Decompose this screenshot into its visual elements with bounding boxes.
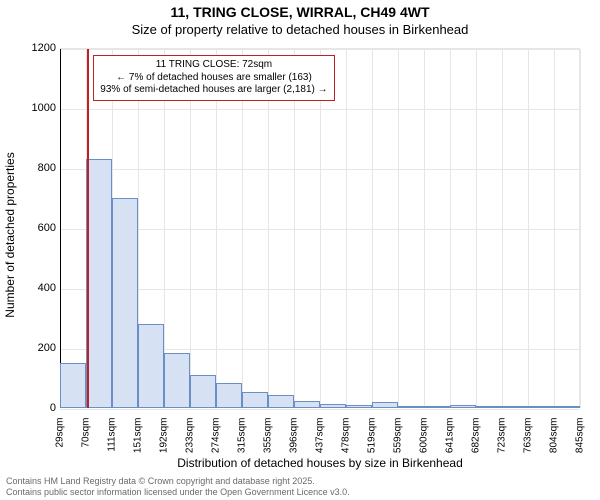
y-tick-label: 1000 — [6, 102, 56, 114]
x-tick-label: 437sqm — [315, 418, 326, 464]
histogram-bar — [138, 324, 164, 408]
x-tick-label: 396sqm — [289, 418, 300, 464]
gridline-v — [398, 49, 399, 408]
histogram-bar — [60, 363, 86, 408]
gridline-v — [268, 49, 269, 408]
histogram-bar — [164, 353, 190, 409]
x-tick-label: 151sqm — [133, 418, 144, 464]
histogram-bar — [528, 406, 554, 408]
gridline-v — [216, 49, 217, 408]
gridline-v — [528, 49, 529, 408]
x-tick-label: 682sqm — [471, 418, 482, 464]
x-tick-label: 478sqm — [341, 418, 352, 464]
x-tick-label: 355sqm — [263, 418, 274, 464]
y-tick-label: 200 — [6, 342, 56, 354]
gridline-v — [502, 49, 503, 408]
histogram-bar — [424, 406, 450, 408]
x-tick-label: 641sqm — [445, 418, 456, 464]
chart-container: 11, TRING CLOSE, WIRRAL, CH49 4WT Size o… — [0, 0, 600, 500]
histogram-bar — [450, 405, 476, 408]
x-tick-label: 233sqm — [185, 418, 196, 464]
histogram-bar — [294, 401, 320, 409]
gridline-v — [346, 49, 347, 408]
gridline-v — [242, 49, 243, 408]
x-tick-label: 519sqm — [367, 418, 378, 464]
annotation-line: 93% of semi-detached houses are larger (… — [100, 84, 327, 97]
histogram-bar — [86, 159, 112, 408]
footer-line2: Contains public sector information licen… — [6, 487, 350, 498]
gridline-v — [294, 49, 295, 408]
x-tick-label: 559sqm — [393, 418, 404, 464]
annotation-line: 11 TRING CLOSE: 72sqm — [100, 59, 327, 72]
y-tick-label: 800 — [6, 162, 56, 174]
footer-attribution: Contains HM Land Registry data © Crown c… — [6, 476, 350, 498]
x-tick-label: 70sqm — [81, 418, 92, 464]
x-tick-label: 315sqm — [237, 418, 248, 464]
gridline-v — [554, 49, 555, 408]
gridline-v — [320, 49, 321, 408]
gridline-v — [424, 49, 425, 408]
x-tick-label: 192sqm — [159, 418, 170, 464]
y-tick-label: 0 — [6, 402, 56, 414]
histogram-bar — [398, 406, 424, 408]
gridline-v — [580, 49, 581, 408]
x-tick-label: 723sqm — [497, 418, 508, 464]
histogram-bar — [268, 395, 294, 409]
property-marker-line — [87, 49, 89, 408]
histogram-bar — [502, 406, 528, 408]
y-tick-label: 600 — [6, 222, 56, 234]
x-tick-label: 274sqm — [211, 418, 222, 464]
chart-subtitle: Size of property relative to detached ho… — [0, 22, 600, 37]
gridline-h — [60, 409, 579, 410]
x-tick-label: 29sqm — [55, 418, 66, 464]
histogram-bar — [320, 404, 346, 409]
x-tick-label: 804sqm — [549, 418, 560, 464]
histogram-bar — [242, 392, 268, 409]
histogram-bar — [346, 405, 372, 408]
chart-title: 11, TRING CLOSE, WIRRAL, CH49 4WT — [0, 4, 600, 20]
annotation-box: 11 TRING CLOSE: 72sqm← 7% of detached ho… — [93, 55, 334, 101]
x-tick-label: 763sqm — [523, 418, 534, 464]
x-tick-label: 600sqm — [419, 418, 430, 464]
y-tick-label: 400 — [6, 282, 56, 294]
gridline-v — [450, 49, 451, 408]
annotation-line: ← 7% of detached houses are smaller (163… — [100, 72, 327, 85]
gridline-v — [372, 49, 373, 408]
histogram-bar — [476, 406, 502, 408]
histogram-bar — [190, 375, 216, 408]
plot-area: 11 TRING CLOSE: 72sqm← 7% of detached ho… — [60, 48, 580, 408]
histogram-bar — [216, 383, 242, 409]
histogram-bar — [554, 406, 580, 408]
histogram-bar — [372, 402, 398, 408]
gridline-v — [476, 49, 477, 408]
footer-line1: Contains HM Land Registry data © Crown c… — [6, 476, 350, 487]
y-tick-label: 1200 — [6, 42, 56, 54]
x-tick-label: 845sqm — [575, 418, 586, 464]
gridline-v — [190, 49, 191, 408]
histogram-bar — [112, 198, 138, 408]
y-axis-line — [60, 49, 61, 408]
x-tick-label: 111sqm — [107, 418, 118, 464]
